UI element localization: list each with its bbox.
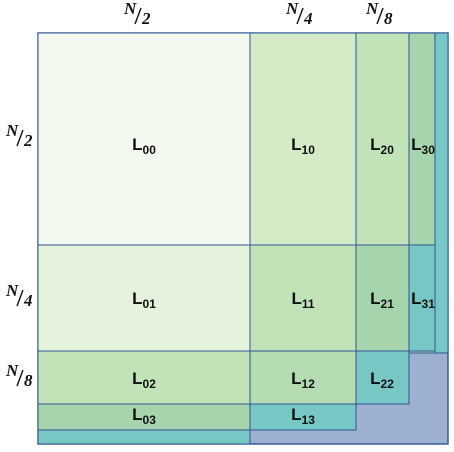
label-L11: L11 [291,289,314,311]
left_labels-fraction-2: N2 [5,121,33,150]
block-L00 [37,32,251,246]
block-L01 [37,244,251,352]
block-L30 [408,32,436,246]
label-letter: L [411,135,421,154]
label-letter: L [291,405,301,424]
label-letter: L [370,369,380,388]
label-subscript: 12 [302,377,316,391]
strip-col-3 [434,32,449,354]
fraction-numerator: N [365,0,379,18]
label-subscript: 21 [381,297,395,311]
fraction-denominator: 8 [384,9,393,28]
strip-row-bottom [37,429,251,445]
label-letter: L [291,289,301,308]
block-L03 [37,403,251,431]
label-letter: L [132,289,142,308]
label-subscript: 02 [143,377,157,391]
label-letter: L [132,405,142,424]
label-letter: L [132,369,142,388]
label-subscript: 22 [381,377,395,391]
label-subscript: 11 [302,297,315,311]
fraction-numerator: N [5,121,19,140]
fraction-denominator: 2 [141,9,151,28]
top_labels-fraction-4: N4 [285,0,313,28]
fraction-slash [134,7,142,25]
label-subscript: 31 [422,297,436,311]
block-L22 [355,350,410,405]
fraction-slash [16,369,24,387]
left_labels-fraction-4: N4 [5,281,33,310]
block-L13 [249,403,357,431]
fraction-denominator: 4 [23,291,33,310]
fraction-denominator: 8 [24,371,33,390]
fraction-numerator: N [285,0,299,18]
block-L20 [355,32,410,246]
label-L20: L20 [370,135,394,157]
label-subscript: 10 [302,143,316,157]
fraction-slash [376,7,384,25]
label-L22: L22 [370,369,394,391]
label-L13: L13 [291,405,315,427]
label-L10: L10 [291,135,315,157]
fraction-numerator: N [5,281,19,300]
top_labels-fraction-8: N8 [365,0,393,28]
label-L00: L00 [132,135,156,157]
label-subscript: 13 [302,413,316,427]
label-letter: L [291,135,301,154]
label-L12: L12 [291,369,315,391]
top_labels-fraction-2: N2 [123,0,151,28]
label-letter: L [411,289,421,308]
label-letter: L [132,135,142,154]
label-subscript: 00 [143,143,157,157]
fraction-numerator: N [5,361,19,380]
fraction-denominator: 2 [23,131,33,150]
label-L21: L21 [370,289,394,311]
block-L31 [408,244,436,352]
label-subscript: 03 [143,413,157,427]
block-L10 [249,32,357,246]
fraction-slash [16,289,24,307]
label-subscript: 20 [381,143,395,157]
fraction-denominator: 4 [303,9,313,28]
subband-blocks [37,32,449,445]
left_labels-fraction-8: N8 [5,361,33,390]
label-subscript: 01 [143,297,157,311]
label-L30: L30 [411,135,435,157]
label-subscript: 30 [422,143,436,157]
label-letter: L [370,135,380,154]
label-letter: L [291,369,301,388]
block-L12 [249,350,357,405]
fraction-numerator: N [123,0,137,18]
block-L02 [37,350,251,405]
label-L03: L03 [132,405,156,427]
label-letter: L [370,289,380,308]
fraction-slash [296,7,304,25]
fraction-slash [16,129,24,147]
label-L01: L01 [132,289,156,311]
label-L31: L31 [411,289,435,311]
label-L02: L02 [132,369,156,391]
block-L11 [249,244,357,352]
